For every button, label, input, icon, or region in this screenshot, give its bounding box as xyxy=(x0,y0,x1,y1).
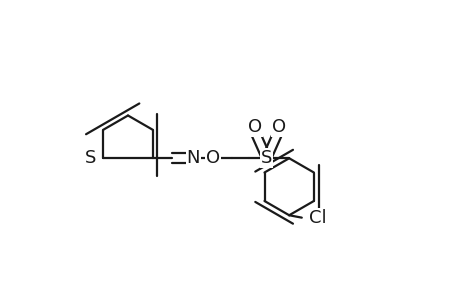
Text: S: S xyxy=(260,149,272,167)
Text: O: O xyxy=(271,118,285,136)
Text: O: O xyxy=(247,118,261,136)
Text: O: O xyxy=(205,149,219,167)
Text: S: S xyxy=(84,149,95,167)
Text: Cl: Cl xyxy=(308,209,326,227)
Text: N: N xyxy=(186,149,200,167)
